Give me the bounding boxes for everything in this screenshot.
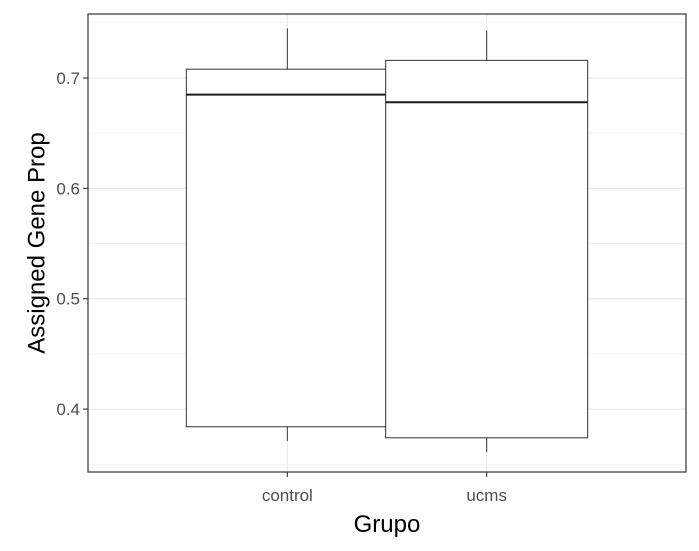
panel-border (87, 13, 687, 473)
x-tick-label: control (262, 486, 313, 505)
iqr-box (185, 68, 389, 428)
y-tick-label: 0.5 (56, 290, 80, 309)
box-ucms (385, 30, 589, 453)
iqr-box (385, 59, 589, 439)
x-axis-title: Grupo (354, 511, 421, 538)
y-axis-title: Assigned Gene Prop (23, 132, 50, 353)
y-tick-label: 0.6 (56, 179, 80, 198)
box-control (185, 28, 389, 442)
y-tick-label: 0.4 (56, 400, 80, 419)
x-tick-label: ucms (466, 486, 507, 505)
axis-ticks: 0.4 0.5 0.6 0.7 control ucms (56, 69, 507, 505)
y-tick-label: 0.7 (56, 69, 80, 88)
boxes (185, 28, 589, 453)
